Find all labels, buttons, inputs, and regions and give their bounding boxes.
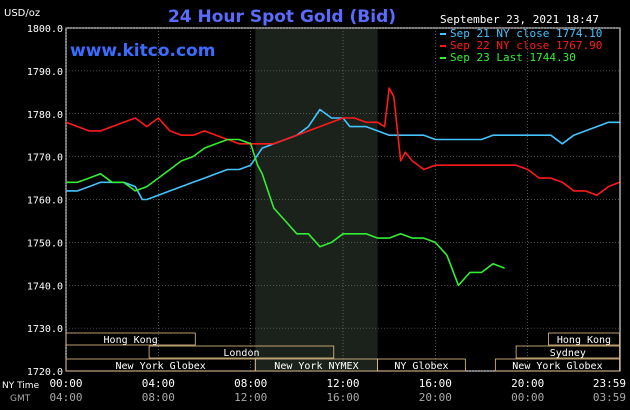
session-box [377,358,466,372]
watermark: www.kitco.com [70,41,215,61]
legend-entry: Sep 23 Last 1744.30 [450,51,576,64]
session-label: New York Globex [512,361,602,372]
x-tick-label-gmt: 12:00 [234,391,267,404]
session-label: New York NYMEX [274,361,358,372]
timestamp: September 23, 2021 18:47 [440,13,599,26]
x-tick-label-gmt: 08:00 [142,391,175,404]
y-tick-label: 1760.0 [27,196,63,207]
y-tick-label: 1740.0 [27,281,63,292]
legend-entry: Sep 21 NY close 1774.10 [450,27,602,40]
session-label: Hong Kong [104,335,158,346]
y-tick-label: 1790.0 [27,67,63,78]
y-tick-label: 1730.0 [27,324,63,335]
y-tick-label: 1720.0 [27,367,63,378]
series-line [65,87,620,196]
session-box [494,358,620,372]
x-tick-label-ny: 04:00 [142,377,175,390]
gmt-axis-title: GMT [10,394,31,404]
y-tick-label: 1770.0 [27,153,63,164]
x-tick-label-ny: 00:00 [49,377,82,390]
x-tick-label-gmt: 00:00 [511,391,544,404]
legend-entry: Sep 22 NY close 1767.90 [450,39,602,52]
unit-label: USD/oz [4,8,40,19]
session-label: Sydney [550,348,586,359]
series-line [66,138,505,287]
session-label: NY Globex [394,361,448,372]
x-tick-label-ny: 20:00 [511,377,544,390]
x-tick-label-gmt: 03:59 [593,391,626,404]
x-tick-label-gmt: 04:00 [49,391,82,404]
ny-time-axis-title: NY Time [2,381,40,391]
x-tick-label-ny: 23:59 [593,377,626,390]
session-box [515,345,620,359]
x-tick-label-ny: 12:00 [326,377,359,390]
chart-title: 24 Hour Spot Gold (Bid) [168,7,396,27]
x-tick-label-ny: 16:00 [419,377,452,390]
x-tick-label-gmt: 16:00 [326,391,359,404]
y-tick-label: 1780.0 [27,110,63,121]
session-label: New York Globex [115,361,205,372]
session-box [548,332,620,346]
x-tick-label-ny: 08:00 [234,377,267,390]
session-label: Hong Kong [557,335,611,346]
x-tick-label-gmt: 20:00 [419,391,452,404]
session-box [65,332,196,346]
y-tick-label: 1800.0 [27,24,63,35]
session-box [148,345,335,359]
y-tick-label: 1750.0 [27,238,63,249]
session-label: London [223,348,259,359]
